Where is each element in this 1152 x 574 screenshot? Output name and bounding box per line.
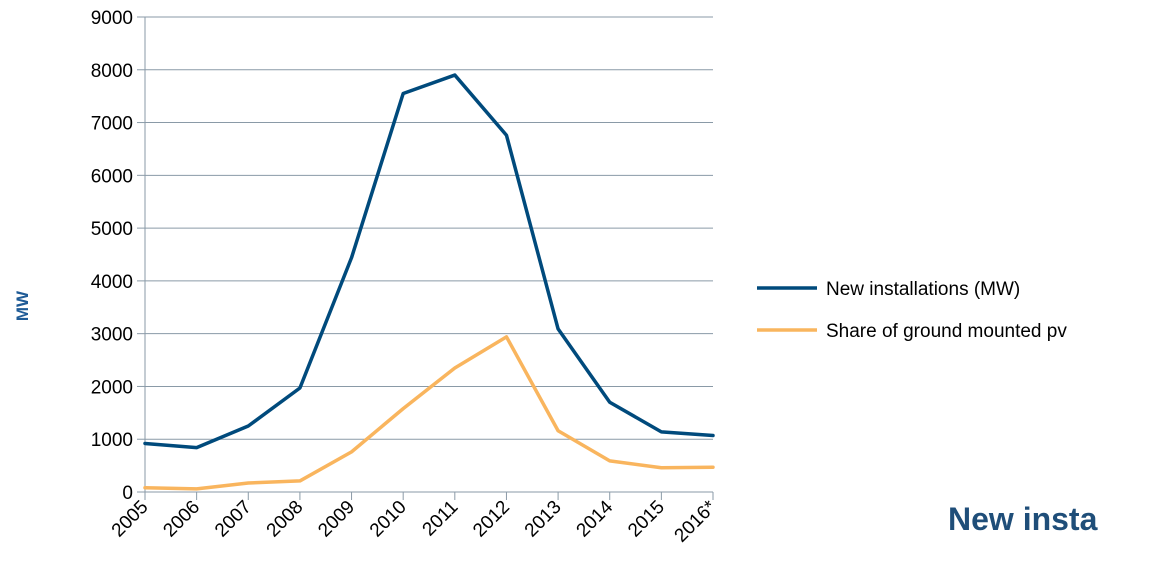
series-lines [143, 73, 715, 491]
legend-label-1: New installations (MW) [826, 279, 1020, 300]
y-tick-label: 5000 [91, 219, 133, 240]
y-tick-label: 9000 [91, 8, 133, 29]
y-axis-label: MW [13, 290, 32, 321]
x-tick-label: 2006 [159, 497, 204, 542]
x-tick-label: 2009 [314, 497, 359, 542]
x-tick-label: 2010 [366, 497, 411, 542]
x-tick-label: 2015 [624, 497, 669, 542]
y-tick-label: 2000 [91, 377, 133, 398]
x-tick-label: 2007 [211, 497, 256, 542]
legend-label-2: Share of ground mounted pv [826, 321, 1067, 342]
y-tick-label: 4000 [91, 272, 133, 293]
x-tick-label: 2011 [419, 497, 463, 541]
y-tick-label: 0 [122, 483, 133, 504]
y-tick-labels: 0 1000 2000 3000 4000 5000 6000 7000 8000 9000 [91, 8, 133, 504]
x-tick-label: 2016* [671, 496, 721, 546]
x-tick-labels: 2005 2006 2007 2008 2009 2010 2011 2012 2013 2014… [108, 496, 721, 546]
page-title: New insta [948, 501, 1098, 537]
legend: New installations (MW) Share of ground mo… [757, 279, 1067, 342]
y-tick-label: 8000 [91, 61, 133, 82]
gridlines [137, 16, 713, 493]
x-tick-label: 2012 [469, 497, 514, 542]
x-tick-label: 2005 [108, 497, 153, 542]
y-tick-label: 3000 [91, 325, 133, 346]
series-line-2 [143, 335, 715, 491]
x-tick-label: 2013 [521, 497, 566, 542]
y-tick-label: 6000 [91, 166, 133, 187]
y-tick-label: 7000 [91, 114, 133, 135]
x-tick-label: 2014 [573, 496, 618, 541]
axes [144, 17, 714, 500]
x-tick-label: 2008 [263, 497, 308, 542]
y-tick-label: 1000 [91, 430, 133, 451]
series-line-1 [143, 73, 715, 450]
